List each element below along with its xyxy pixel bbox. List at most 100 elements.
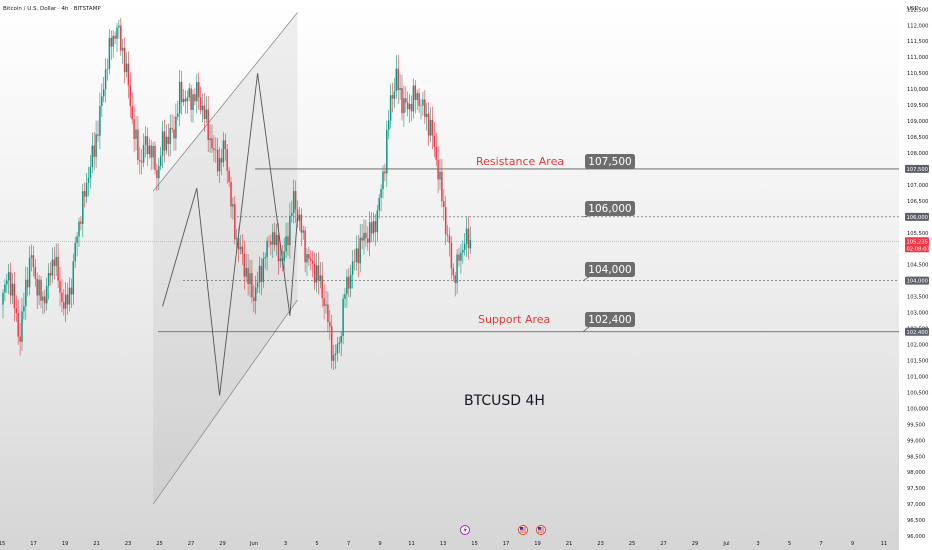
candle[interactable] xyxy=(25,266,27,320)
candle[interactable] xyxy=(131,92,133,125)
flash-icon[interactable] xyxy=(460,525,470,535)
candle[interactable] xyxy=(359,223,361,273)
candle[interactable] xyxy=(313,252,316,291)
candle[interactable] xyxy=(167,123,170,157)
candle[interactable] xyxy=(254,275,257,315)
candle[interactable] xyxy=(435,133,437,167)
candle[interactable] xyxy=(171,114,173,134)
level-callout-3[interactable]: 102,400 xyxy=(582,312,635,333)
candle[interactable] xyxy=(63,288,65,316)
candle[interactable] xyxy=(146,127,149,166)
candle[interactable] xyxy=(194,87,196,106)
candle[interactable] xyxy=(2,289,4,319)
candle[interactable] xyxy=(439,158,441,190)
candle[interactable] xyxy=(384,163,386,182)
candle[interactable] xyxy=(104,58,107,103)
candle[interactable] xyxy=(97,120,99,142)
candle[interactable] xyxy=(330,315,333,369)
candle[interactable] xyxy=(429,107,432,143)
candle[interactable] xyxy=(329,309,331,341)
candle[interactable] xyxy=(427,102,430,146)
candle[interactable] xyxy=(216,137,219,176)
candle[interactable] xyxy=(247,254,249,296)
candle[interactable] xyxy=(463,232,466,256)
candle[interactable] xyxy=(53,246,56,280)
candle[interactable] xyxy=(441,159,443,208)
candle[interactable] xyxy=(467,215,470,260)
level-callout-2[interactable]: 104,000 xyxy=(582,262,635,282)
candle[interactable] xyxy=(264,252,266,270)
candle[interactable] xyxy=(327,291,329,332)
candle[interactable] xyxy=(332,344,335,371)
candle[interactable] xyxy=(361,224,363,250)
candle[interactable] xyxy=(342,294,344,345)
candle[interactable] xyxy=(19,322,21,356)
candle[interactable] xyxy=(386,120,388,188)
candle[interactable] xyxy=(403,85,405,127)
candle[interactable] xyxy=(161,120,164,169)
candle[interactable] xyxy=(99,92,101,150)
level-price-tag[interactable]: 106,000 xyxy=(905,212,929,221)
candle[interactable] xyxy=(114,31,116,45)
candle[interactable] xyxy=(125,52,128,78)
candle[interactable] xyxy=(344,288,346,308)
candle[interactable] xyxy=(150,139,152,171)
candle[interactable] xyxy=(78,217,80,247)
candle[interactable] xyxy=(292,179,295,224)
candle[interactable] xyxy=(239,234,242,255)
candle[interactable] xyxy=(422,91,424,116)
candle[interactable] xyxy=(32,245,35,277)
candle[interactable] xyxy=(389,83,392,129)
candle[interactable] xyxy=(431,106,434,150)
candle[interactable] xyxy=(346,269,348,308)
candle[interactable] xyxy=(192,89,194,123)
candle[interactable] xyxy=(323,284,325,320)
candle[interactable] xyxy=(178,69,181,126)
candle[interactable] xyxy=(251,260,253,304)
candle[interactable] xyxy=(285,222,287,259)
candle[interactable] xyxy=(256,271,259,294)
candle[interactable] xyxy=(372,212,375,242)
candle[interactable] xyxy=(460,244,462,274)
candle[interactable] xyxy=(349,264,352,298)
candle[interactable] xyxy=(220,148,223,176)
candle[interactable] xyxy=(36,272,38,310)
candle[interactable] xyxy=(469,226,472,254)
candle[interactable] xyxy=(408,94,411,123)
candle[interactable] xyxy=(13,272,16,322)
zigzag-pattern[interactable] xyxy=(162,73,298,396)
candle[interactable] xyxy=(446,224,449,242)
candle[interactable] xyxy=(418,88,420,113)
candle[interactable] xyxy=(186,90,189,114)
candle[interactable] xyxy=(340,331,342,357)
candle[interactable] xyxy=(397,54,399,104)
candle[interactable] xyxy=(395,55,398,99)
candle[interactable] xyxy=(144,126,147,158)
candle[interactable] xyxy=(315,253,318,293)
candle[interactable] xyxy=(279,245,282,268)
candle[interactable] xyxy=(197,72,200,110)
candle[interactable] xyxy=(357,234,360,278)
candle[interactable] xyxy=(378,193,380,219)
candle[interactable] xyxy=(177,100,179,121)
candle[interactable] xyxy=(180,70,183,115)
candle[interactable] xyxy=(393,78,396,109)
candle[interactable] xyxy=(9,262,12,305)
candle[interactable] xyxy=(76,231,78,257)
candle[interactable] xyxy=(213,135,215,162)
candle[interactable] xyxy=(207,95,209,152)
candle[interactable] xyxy=(26,267,29,297)
candle[interactable] xyxy=(152,141,154,170)
candle[interactable] xyxy=(232,197,234,220)
candle[interactable] xyxy=(4,279,6,302)
channel-upper-line[interactable] xyxy=(152,12,298,192)
candle[interactable] xyxy=(310,250,312,271)
candle[interactable] xyxy=(425,103,428,131)
candle[interactable] xyxy=(205,96,208,124)
candle[interactable] xyxy=(91,132,94,174)
candle[interactable] xyxy=(44,289,46,314)
candle[interactable] xyxy=(15,295,18,322)
candle[interactable] xyxy=(148,138,151,159)
candle[interactable] xyxy=(199,86,202,115)
candle[interactable] xyxy=(82,183,84,238)
